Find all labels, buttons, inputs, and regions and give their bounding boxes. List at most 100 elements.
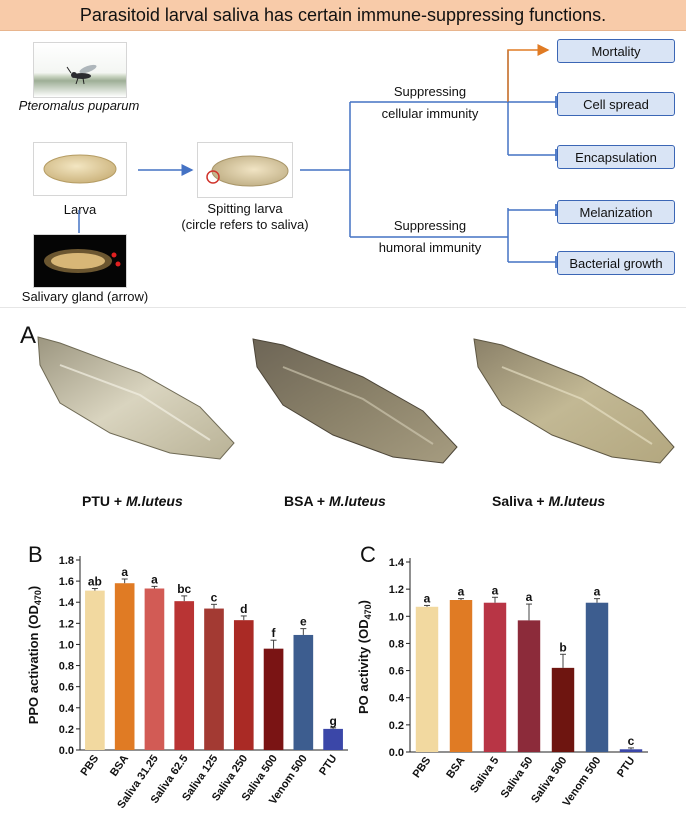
y-tick-label: 0.2 <box>389 720 404 732</box>
spitting-label-1: Spitting larva <box>207 201 283 216</box>
pupa-ptu-image <box>37 336 235 460</box>
significance-letter: c <box>211 590 218 604</box>
caption-bsa: BSA + M.luteus <box>284 493 386 509</box>
caption-saliva-prefix: Saliva + <box>492 493 549 509</box>
spitting-larva-photo <box>197 142 293 198</box>
bar <box>293 634 314 750</box>
significance-letter: e <box>300 615 307 629</box>
pupa-bsa-image <box>252 338 458 464</box>
significance-letter: a <box>594 585 601 599</box>
chart-po-activity: C PO activity (OD470) 0.0 0.2 0.4 0.6 0.8 1.0 1.… <box>356 542 648 809</box>
section-divider <box>0 307 686 308</box>
x-tick-label: Saliva 5 <box>468 755 501 795</box>
outcome-mortality: Mortality <box>557 39 675 63</box>
pupa-saliva-image <box>473 338 675 464</box>
gland-label: Salivary gland (arrow) <box>21 289 149 304</box>
larva-icon <box>43 154 117 184</box>
significance-letter: a <box>492 583 499 597</box>
y-tick-label: 0.6 <box>59 682 74 694</box>
schematic-arrows <box>78 44 557 268</box>
y-tick-label: 0.6 <box>389 666 404 678</box>
significance-letter: b <box>559 640 566 654</box>
y-tick-label: 1.6 <box>59 576 74 588</box>
bar <box>585 602 609 752</box>
bar <box>323 728 343 750</box>
x-tick-label: Saliva 50 <box>499 755 536 800</box>
outcome-melanization: Melanization <box>557 200 675 224</box>
panel-letter: C <box>360 542 376 567</box>
significance-letter: g <box>329 714 336 728</box>
y-tick-label: 1.8 <box>59 555 74 567</box>
bar <box>144 588 165 750</box>
bar <box>263 648 284 750</box>
y-tick-label: 0.0 <box>59 745 74 757</box>
y-tick-label: 1.0 <box>59 639 74 651</box>
x-tick-label: BSA <box>444 755 467 781</box>
caption-saliva: Saliva + M.luteus <box>492 493 605 509</box>
y-tick-label: 1.4 <box>389 557 405 569</box>
y-tick-label: 1.2 <box>389 584 404 596</box>
bar <box>517 620 541 752</box>
salivary-gland-photo <box>33 234 127 288</box>
x-tick-label: PTU <box>615 755 637 780</box>
y-tick-label: 1.0 <box>389 611 404 623</box>
bar <box>551 667 575 752</box>
humoral-label-1: Suppressing <box>393 218 467 233</box>
banner-title: Parasitoid larval saliva has certain imm… <box>0 0 686 31</box>
y-axis-label: PPO activation (OD470) <box>26 586 43 725</box>
significance-letter: c <box>628 734 635 748</box>
cellular-label-2: cellular immunity <box>381 106 479 121</box>
caption-ptu: PTU + M.luteus <box>82 493 183 509</box>
y-tick-label: 0.2 <box>59 724 74 736</box>
bar <box>114 583 135 750</box>
spitting-label-2: (circle refers to saliva) <box>181 217 309 232</box>
significance-letter: a <box>424 591 431 605</box>
y-tick-label: 0.4 <box>389 693 405 705</box>
outcome-cell-spread: Cell spread <box>557 92 675 116</box>
significance-letter: ab <box>88 575 102 589</box>
bar <box>174 601 195 750</box>
x-tick-label: PBS <box>79 753 102 778</box>
significance-letter: a <box>458 585 465 599</box>
cellular-label-1: Suppressing <box>393 84 467 99</box>
x-tick-label: PBS <box>411 755 434 780</box>
y-tick-label: 1.4 <box>59 597 75 609</box>
y-tick-label: 0.0 <box>389 747 404 759</box>
x-tick-label: PTU <box>317 753 339 778</box>
bar <box>449 600 473 752</box>
larva-label: Larva <box>63 202 97 217</box>
outcome-encapsulation: Encapsulation <box>557 145 675 169</box>
spitting-larva-icon <box>206 155 289 187</box>
bar <box>85 590 105 750</box>
significance-letter: d <box>240 602 247 616</box>
bar <box>204 608 224 750</box>
bar <box>415 606 439 752</box>
mortality-arrow <box>507 44 550 102</box>
chart-ppo-activation: B PPO activation (OD470) 0.0 0.2 0.4 0.6 0.8 1.… <box>26 542 348 811</box>
y-tick-label: 0.8 <box>59 661 74 673</box>
bar <box>619 749 643 752</box>
wasp-label: Pteromalus puparum <box>18 98 140 113</box>
humoral-label-2: humoral immunity <box>378 240 482 255</box>
caption-ptu-prefix: PTU + <box>82 493 126 509</box>
x-tick-label: BSA <box>108 753 131 779</box>
y-tick-label: 0.8 <box>389 638 404 650</box>
y-tick-label: 1.2 <box>59 618 74 630</box>
caption-bsa-species: M.luteus <box>329 493 386 509</box>
larva-photo <box>33 142 127 196</box>
panel-letter: B <box>28 542 43 567</box>
significance-letter: a <box>526 590 533 604</box>
outcome-bacterial-growth: Bacterial growth <box>557 251 675 275</box>
wasp-photo <box>33 42 127 98</box>
y-axis-label: PO activity (OD470) <box>356 600 373 714</box>
significance-letter: bc <box>177 582 191 596</box>
bar <box>233 620 254 750</box>
y-tick-label: 0.4 <box>59 703 75 715</box>
caption-ptu-species: M.luteus <box>125 493 183 509</box>
significance-letter: a <box>121 565 128 579</box>
significance-letter: f <box>272 626 277 640</box>
caption-bsa-prefix: BSA + <box>284 493 329 509</box>
panel-a-letter: A <box>20 322 37 349</box>
wasp-icon <box>66 64 97 85</box>
bar <box>483 602 507 752</box>
